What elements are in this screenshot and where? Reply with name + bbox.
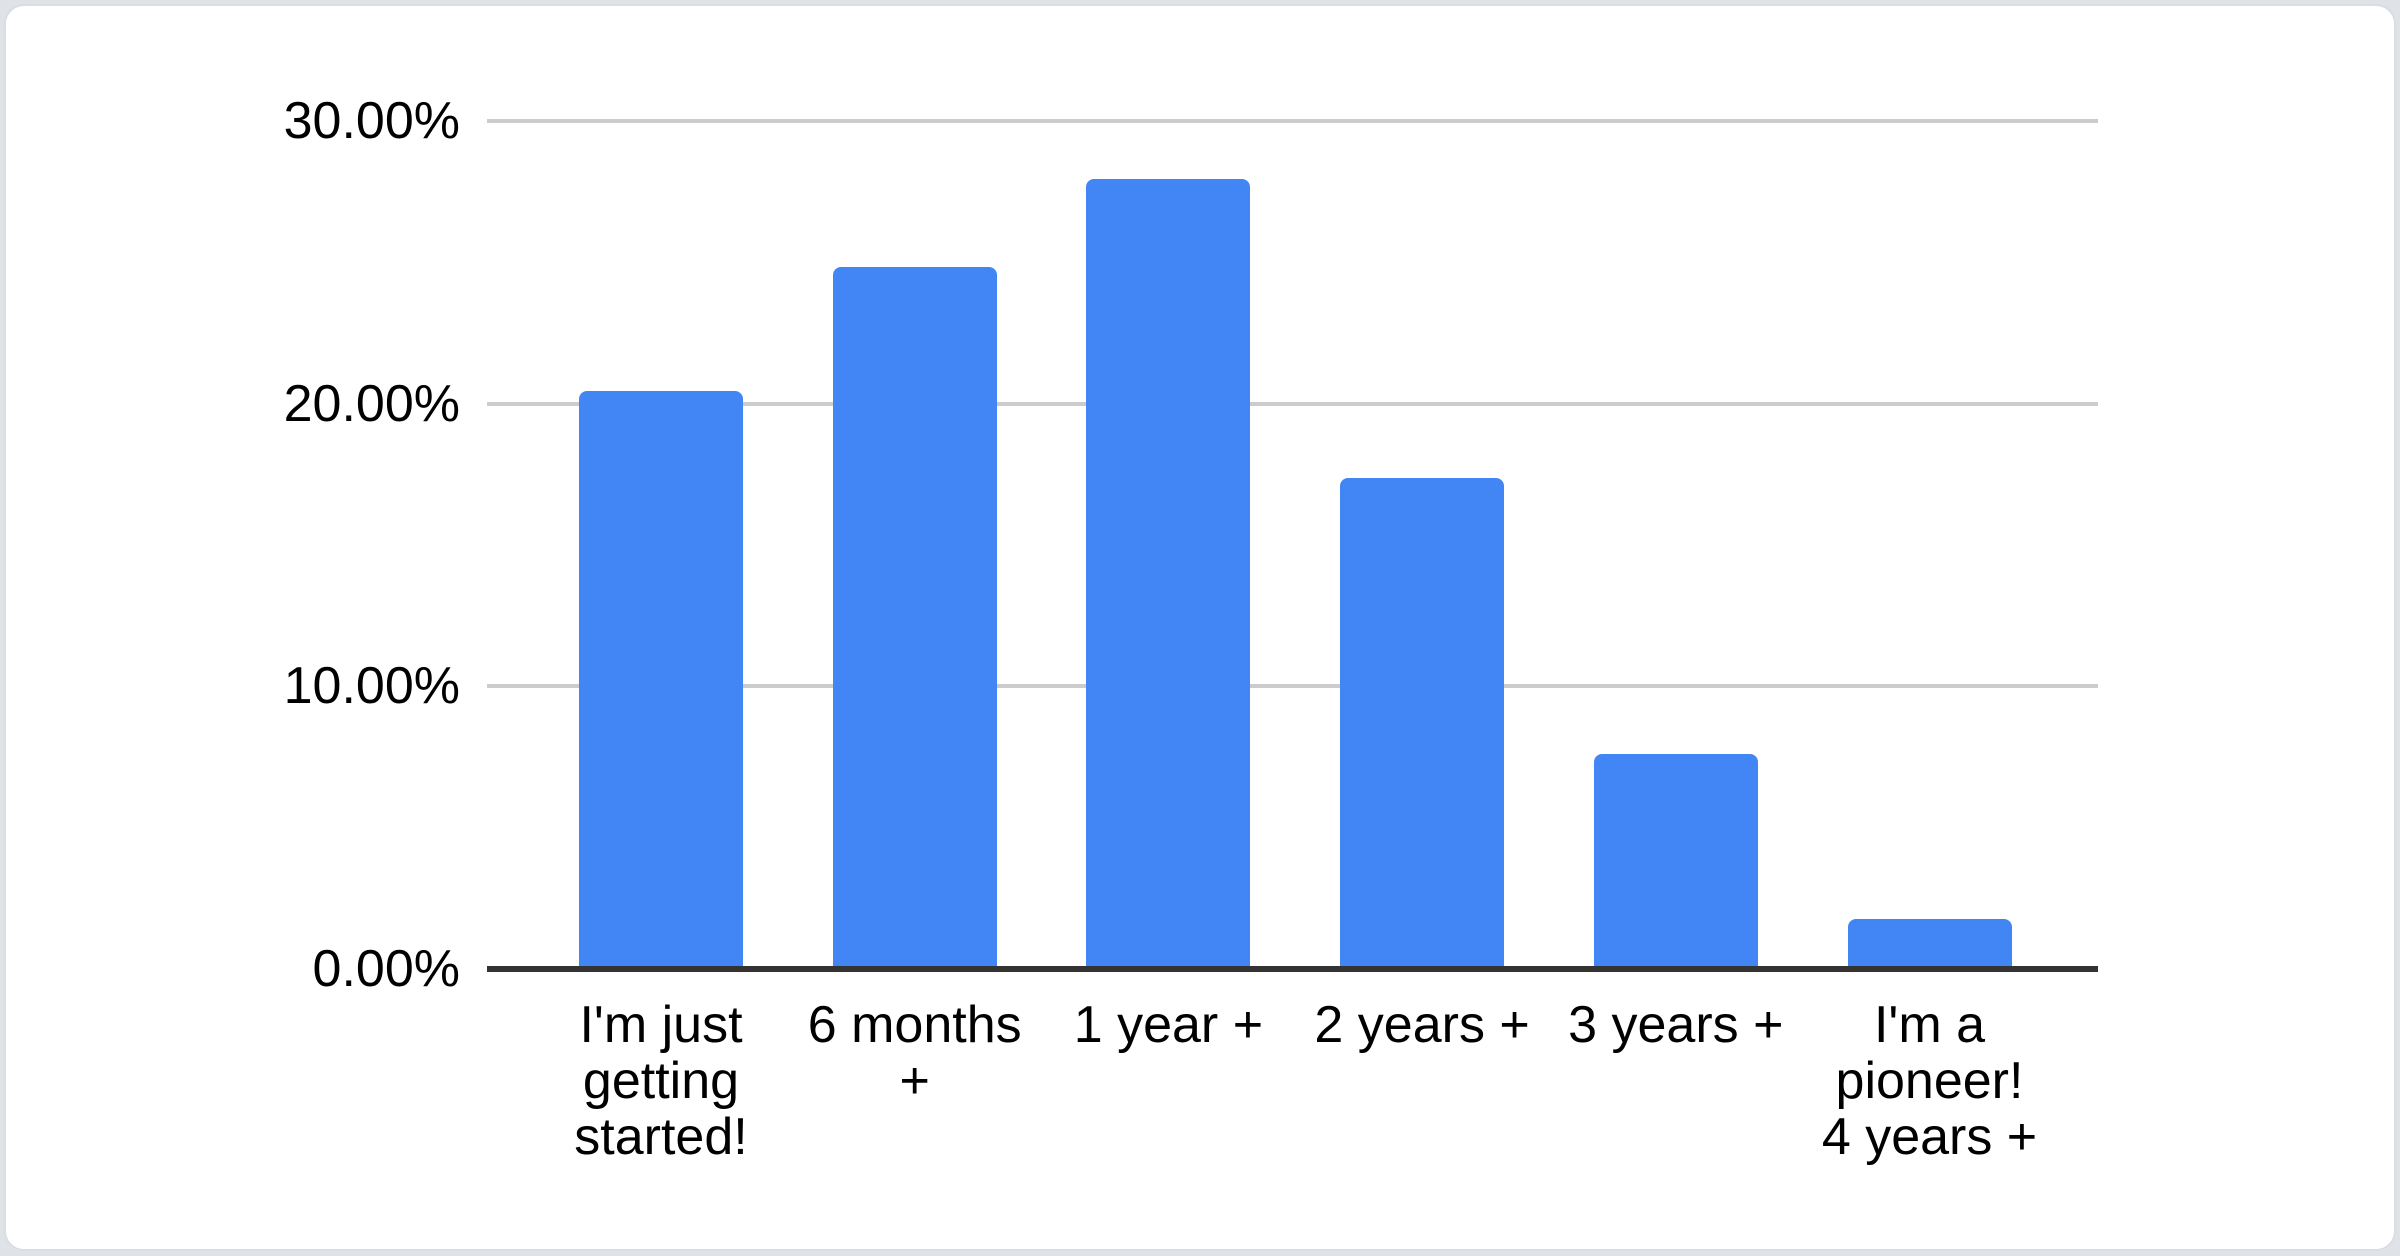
chart-bar[interactable]: [1340, 478, 1505, 969]
chart-bar[interactable]: [1593, 754, 1758, 969]
gridline: [487, 401, 2098, 406]
chart-bar[interactable]: [1086, 179, 1251, 969]
y-axis-tick-label: 10.00%: [283, 657, 460, 716]
y-axis-tick-label: 30.00%: [283, 92, 460, 150]
x-axis-baseline: [487, 966, 2098, 972]
x-axis-tick-label: 6 months +: [807, 996, 1022, 1110]
x-axis-tick-label: 1 year +: [1073, 996, 1264, 1054]
plot-area: I'm just getting started! 6 months + 1 yea…: [487, 119, 2098, 1165]
x-axis-tick-label: 3 years +: [1568, 996, 1784, 1054]
chart-bar[interactable]: [579, 391, 743, 969]
x-axis-tick-label: I'm a pioneer! 4 years +: [1821, 996, 2038, 1166]
x-axis-tick-label: 2 years +: [1314, 996, 1530, 1054]
y-axis-tick-label: 20.00%: [283, 374, 460, 433]
y-axis-tick-label: 0.00%: [312, 940, 460, 998]
x-axis-tick-label: I'm just getting started!: [574, 996, 748, 1166]
chart-bar[interactable]: [1847, 919, 2012, 969]
gridline: [487, 119, 2098, 123]
gridline: [487, 684, 2098, 689]
chart-bar[interactable]: [832, 267, 997, 969]
